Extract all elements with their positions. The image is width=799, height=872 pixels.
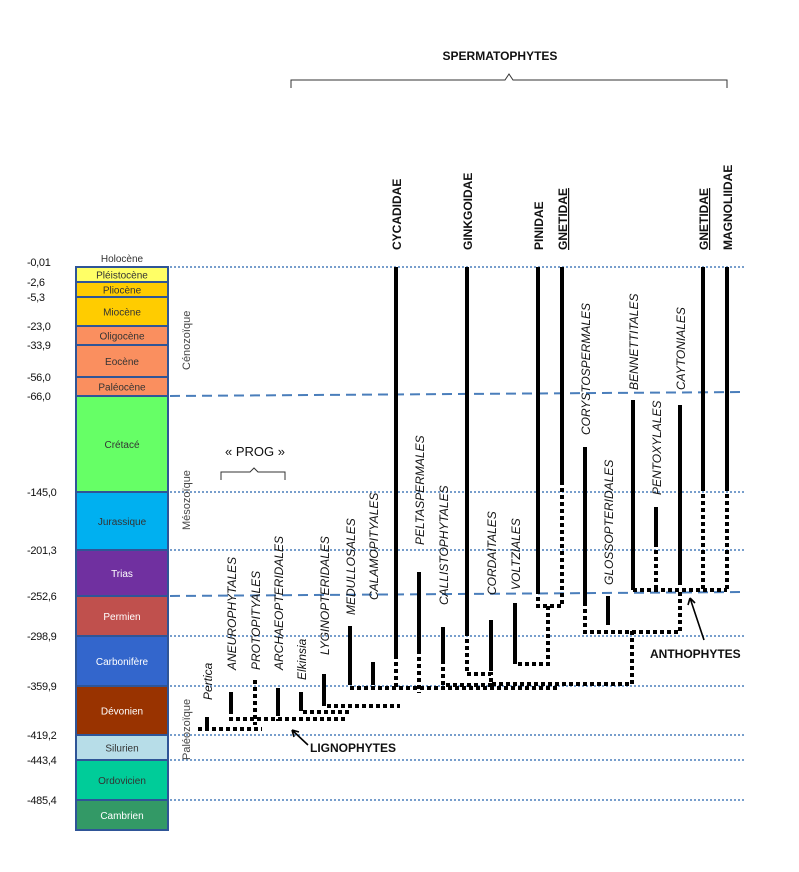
ghost-lineage <box>465 628 634 686</box>
period-name: Pléistocène <box>96 271 148 282</box>
period-age: -56,0 <box>27 372 51 384</box>
period-name: Silurien <box>105 744 138 755</box>
lineage-label: GNETIDAE <box>556 188 570 250</box>
period-name: Miocène <box>103 308 141 319</box>
age-holocene: -0,01 <box>27 257 51 269</box>
ghost-lineage <box>583 590 682 634</box>
prog-label: « PROG » <box>225 444 285 459</box>
era-paleozoic: Paléozoïque <box>181 699 193 760</box>
time-guides <box>169 266 746 801</box>
ghost-lineage <box>322 702 400 708</box>
period-age: -443,4 <box>27 755 57 767</box>
period-name: Crétacé <box>104 440 139 451</box>
spermatophytes-brace <box>290 73 728 88</box>
spermatophytes-label: SPERMATOPHYTES <box>443 49 558 63</box>
lineage-label: GNETIDAE <box>697 188 711 250</box>
lineage-label: PELTASPERMALES <box>413 435 427 545</box>
period-age: -298,9 <box>27 631 57 643</box>
anthophytes-arrow <box>687 597 705 641</box>
lineage-label: PROTOPITYALES <box>249 571 263 670</box>
period-age: -485,4 <box>27 795 57 807</box>
period-age: -33,9 <box>27 340 51 352</box>
period-age: -23,0 <box>27 321 51 333</box>
age-labels: -2,6 -5,3 -23,0 -33,9 -56,0 -66,0 -145,0 -201,3… <box>27 277 57 807</box>
period-name: Permien <box>103 612 140 623</box>
period-age: -359,9 <box>27 681 57 693</box>
era-boundary-line <box>169 391 746 397</box>
lineage-label: CORDAITALES <box>485 511 499 595</box>
period-name: Oligocène <box>99 332 144 343</box>
phylogenetic-tree <box>198 267 729 731</box>
lineage-label: ARCHAEOPTERIDALES <box>272 536 286 671</box>
ghost-lineage <box>536 485 564 608</box>
period-name: Eocène <box>105 357 139 368</box>
period-age: -145,0 <box>27 487 57 499</box>
period-block <box>75 759 169 801</box>
period-block <box>75 799 169 831</box>
anthophytes-label: ANTHOPHYTES <box>650 647 741 661</box>
ghost-lineage <box>299 707 350 714</box>
period-age: -5,3 <box>27 292 45 304</box>
lineage-label: CAYTONIALES <box>674 307 688 390</box>
lineage-label: LYGINOPTERIDALES <box>318 536 332 655</box>
lineage-label: BENNETTITALES <box>627 294 641 390</box>
ghost-lineage <box>441 660 495 687</box>
period-name: Carbonifère <box>96 657 149 668</box>
period-name: Pliocène <box>103 286 142 297</box>
era-mesozoic: Mésozoïque <box>181 470 193 530</box>
lineage-label: MEDULLOSALES <box>344 518 358 615</box>
period-block <box>75 734 169 761</box>
period-age: -252,6 <box>27 591 57 603</box>
period-name: Ordovicien <box>98 776 146 787</box>
lignophytes-arrow <box>291 729 309 746</box>
lineage-label: Elkinsia <box>295 638 309 680</box>
lineage-label: GLOSSOPTERIDALES <box>602 460 616 585</box>
lineage-label: CALLISTOPHYTALES <box>437 485 451 605</box>
lineage-labels: Pertica ANEUROPHYTALES PROTOPITYALES ARCHAE… <box>201 165 735 700</box>
lineage-label: GINKGOIDAE <box>461 173 475 250</box>
period-age: -2,6 <box>27 277 45 289</box>
lineage-label: CYCADIDAE <box>390 179 404 250</box>
period-name: Cambrien <box>100 811 143 822</box>
period-name: Jurassique <box>98 517 147 528</box>
period-name: Trias <box>111 569 133 580</box>
period-name: Paléocène <box>98 383 146 394</box>
period-block <box>75 635 169 687</box>
era-cenozoic: Cénozoïque <box>181 311 193 370</box>
prog-brace <box>220 467 286 480</box>
period-age: -201,3 <box>27 545 57 557</box>
lineage-label: ANEUROPHYTALES <box>225 557 239 671</box>
lineage-label: Pertica <box>201 662 215 700</box>
holocene-label: Holocène <box>101 254 144 265</box>
lineage-label: CORYSTOSPERMALES <box>579 303 593 435</box>
ghost-lineage <box>348 681 560 690</box>
period-name: Dévonien <box>101 707 143 718</box>
period-age: -66,0 <box>27 391 51 403</box>
lineage-label: PENTOXYLALES <box>650 401 664 496</box>
period-age: -419,2 <box>27 730 57 742</box>
lineage-label: VOLTZIALES <box>509 518 523 590</box>
lineage-label: MAGNOLIIDAE <box>721 165 735 250</box>
lineage-label: PINIDAE <box>532 201 546 250</box>
period-block <box>75 491 169 551</box>
ghost-lineage <box>229 710 345 721</box>
lineage-label: CALAMOPITYALES <box>367 493 381 600</box>
geologic-timescale: Pléistocène Pliocène Miocène Oligocène Eocèn… <box>75 266 169 831</box>
lignophytes-label: LIGNOPHYTES <box>310 741 396 755</box>
ghost-lineage <box>513 606 550 666</box>
